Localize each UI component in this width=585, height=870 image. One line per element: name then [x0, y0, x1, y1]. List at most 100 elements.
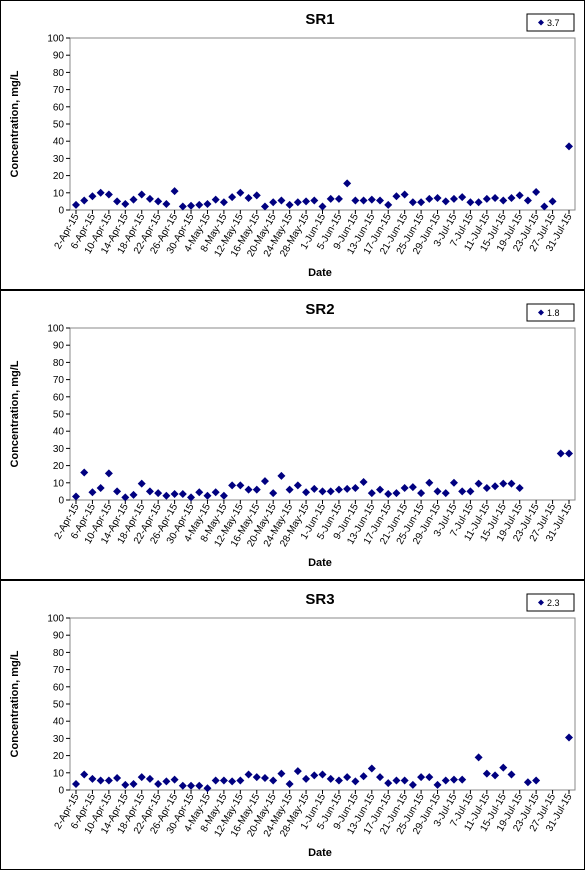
- point: [367, 764, 376, 773]
- point: [400, 190, 409, 199]
- legend-box: [526, 593, 575, 612]
- point: [367, 195, 376, 204]
- point: [228, 481, 237, 490]
- point: [244, 485, 253, 494]
- point: [285, 779, 294, 788]
- y-tick-label: 20: [53, 751, 65, 762]
- y-tick-label: 70: [53, 665, 65, 676]
- point: [137, 479, 146, 488]
- y-tick-label: 90: [53, 341, 65, 352]
- point: [474, 753, 483, 762]
- point: [532, 776, 541, 785]
- point: [260, 477, 269, 486]
- point: [203, 784, 212, 793]
- panel-border: [0, 580, 585, 870]
- point: [277, 769, 286, 778]
- point: [392, 192, 401, 201]
- point: [154, 489, 163, 498]
- y-tick-label: 40: [53, 717, 65, 728]
- point: [260, 773, 269, 782]
- point: [187, 201, 196, 210]
- point: [113, 487, 122, 496]
- point: [104, 776, 113, 785]
- point: [565, 733, 573, 742]
- point: [392, 776, 401, 785]
- point: [326, 194, 335, 203]
- point: [425, 194, 434, 203]
- point: [507, 479, 516, 488]
- point: [449, 775, 458, 784]
- y-tick-label: 30: [53, 154, 65, 165]
- point: [359, 196, 368, 205]
- y-tick-label: 0: [58, 786, 64, 797]
- point: [154, 779, 163, 788]
- point: [137, 773, 146, 782]
- point: [121, 493, 130, 502]
- point: [269, 489, 278, 498]
- point: [310, 484, 319, 493]
- legend-label: 1.8: [547, 308, 560, 318]
- point: [499, 479, 508, 488]
- y-tick-label: 70: [53, 85, 65, 96]
- point: [458, 487, 467, 496]
- point: [228, 193, 237, 202]
- y-tick-label: 0: [58, 206, 64, 217]
- point: [252, 773, 261, 782]
- point: [417, 773, 426, 782]
- point: [178, 489, 187, 498]
- point: [88, 192, 97, 201]
- point: [441, 489, 450, 498]
- y-tick-label: 60: [53, 392, 65, 403]
- point: [400, 483, 409, 492]
- point: [318, 202, 327, 211]
- y-tick-label: 30: [53, 444, 65, 455]
- point: [145, 487, 154, 496]
- y-tick-label: 100: [47, 324, 64, 335]
- point: [285, 485, 294, 494]
- point: [392, 489, 401, 498]
- panel-border: [0, 290, 585, 580]
- point: [499, 196, 508, 205]
- point: [441, 776, 450, 785]
- y-tick-label: 40: [53, 427, 65, 438]
- point: [334, 485, 343, 494]
- point: [121, 199, 130, 208]
- point: [474, 479, 483, 488]
- point: [195, 781, 204, 790]
- legend-marker: [538, 19, 544, 26]
- point: [310, 196, 319, 205]
- point: [302, 488, 311, 497]
- point: [343, 484, 352, 493]
- point: [72, 200, 80, 209]
- point: [219, 776, 228, 785]
- y-tick-label: 40: [53, 137, 65, 148]
- point: [548, 197, 557, 206]
- point: [154, 197, 163, 206]
- point: [121, 780, 130, 789]
- point: [244, 770, 253, 779]
- point: [367, 489, 376, 498]
- y-tick-label: 50: [53, 120, 65, 131]
- x-axis-label: Date: [308, 847, 332, 859]
- point: [219, 491, 228, 500]
- point: [343, 179, 352, 188]
- point: [417, 198, 426, 207]
- legend-box: [526, 13, 575, 32]
- point: [187, 493, 196, 502]
- point: [162, 199, 171, 208]
- point: [104, 469, 113, 478]
- y-tick-label: 20: [53, 461, 65, 472]
- point: [458, 775, 467, 784]
- point: [384, 489, 393, 498]
- point: [162, 491, 171, 500]
- point: [170, 489, 179, 498]
- point: [359, 477, 368, 486]
- point: [408, 198, 417, 207]
- x-axis-label: Date: [308, 557, 332, 569]
- chart-title: SR2: [305, 301, 334, 318]
- point: [145, 774, 154, 783]
- point: [334, 776, 343, 785]
- point: [129, 490, 138, 499]
- point: [417, 489, 426, 498]
- y-tick-label: 90: [53, 631, 65, 642]
